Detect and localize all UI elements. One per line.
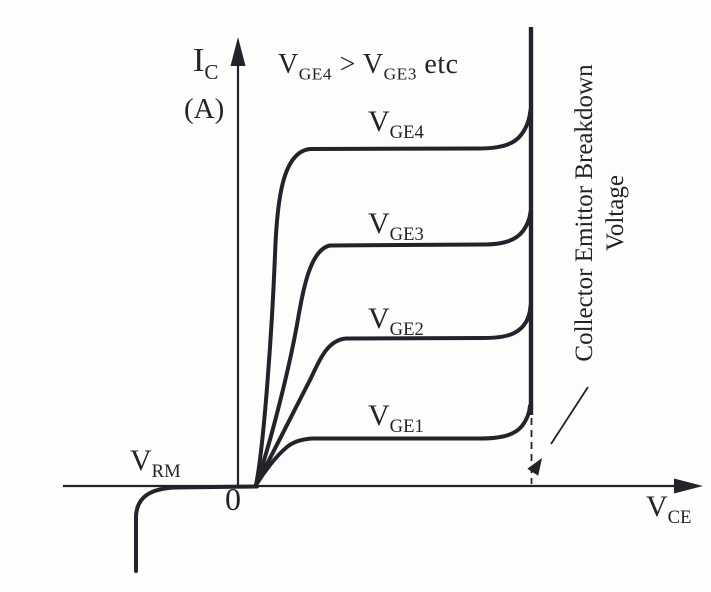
curve-label-vge4: VGE4 <box>368 105 424 143</box>
x-axis-label: VCE <box>646 490 692 528</box>
curve-vge1 <box>254 404 532 487</box>
gate-voltage-inequality: VGE4 > VGE3 etc <box>278 49 459 84</box>
curve-label-vge2: VGE2 <box>368 302 424 340</box>
breakdown-voltage-label-line1: Collector Emittor Breakdown <box>571 64 598 362</box>
annotation-arrowhead-icon <box>527 458 542 476</box>
breakdown-voltage-label: Collector Emittor Breakdown Voltage <box>569 33 631 393</box>
curve-label-vge3: VGE3 <box>368 207 424 245</box>
y-axis-unit: (A) <box>184 93 225 125</box>
curve-vge3 <box>254 210 533 487</box>
reverse-voltage-label: VRM <box>130 444 181 482</box>
breakdown-voltage-label-line2: Voltage <box>602 175 629 251</box>
curve-vge4 <box>254 108 533 487</box>
curve-label-vge1: VGE1 <box>368 399 424 437</box>
curve-reverse-blocking <box>134 484 259 573</box>
origin-label: 0 <box>225 481 241 517</box>
y-axis-arrowhead-icon <box>230 37 246 66</box>
x-axis-arrowhead-icon <box>674 478 703 494</box>
annotation-arrow-line <box>550 386 589 445</box>
y-axis-label: IC <box>193 42 219 84</box>
curve-vge2 <box>254 304 533 487</box>
